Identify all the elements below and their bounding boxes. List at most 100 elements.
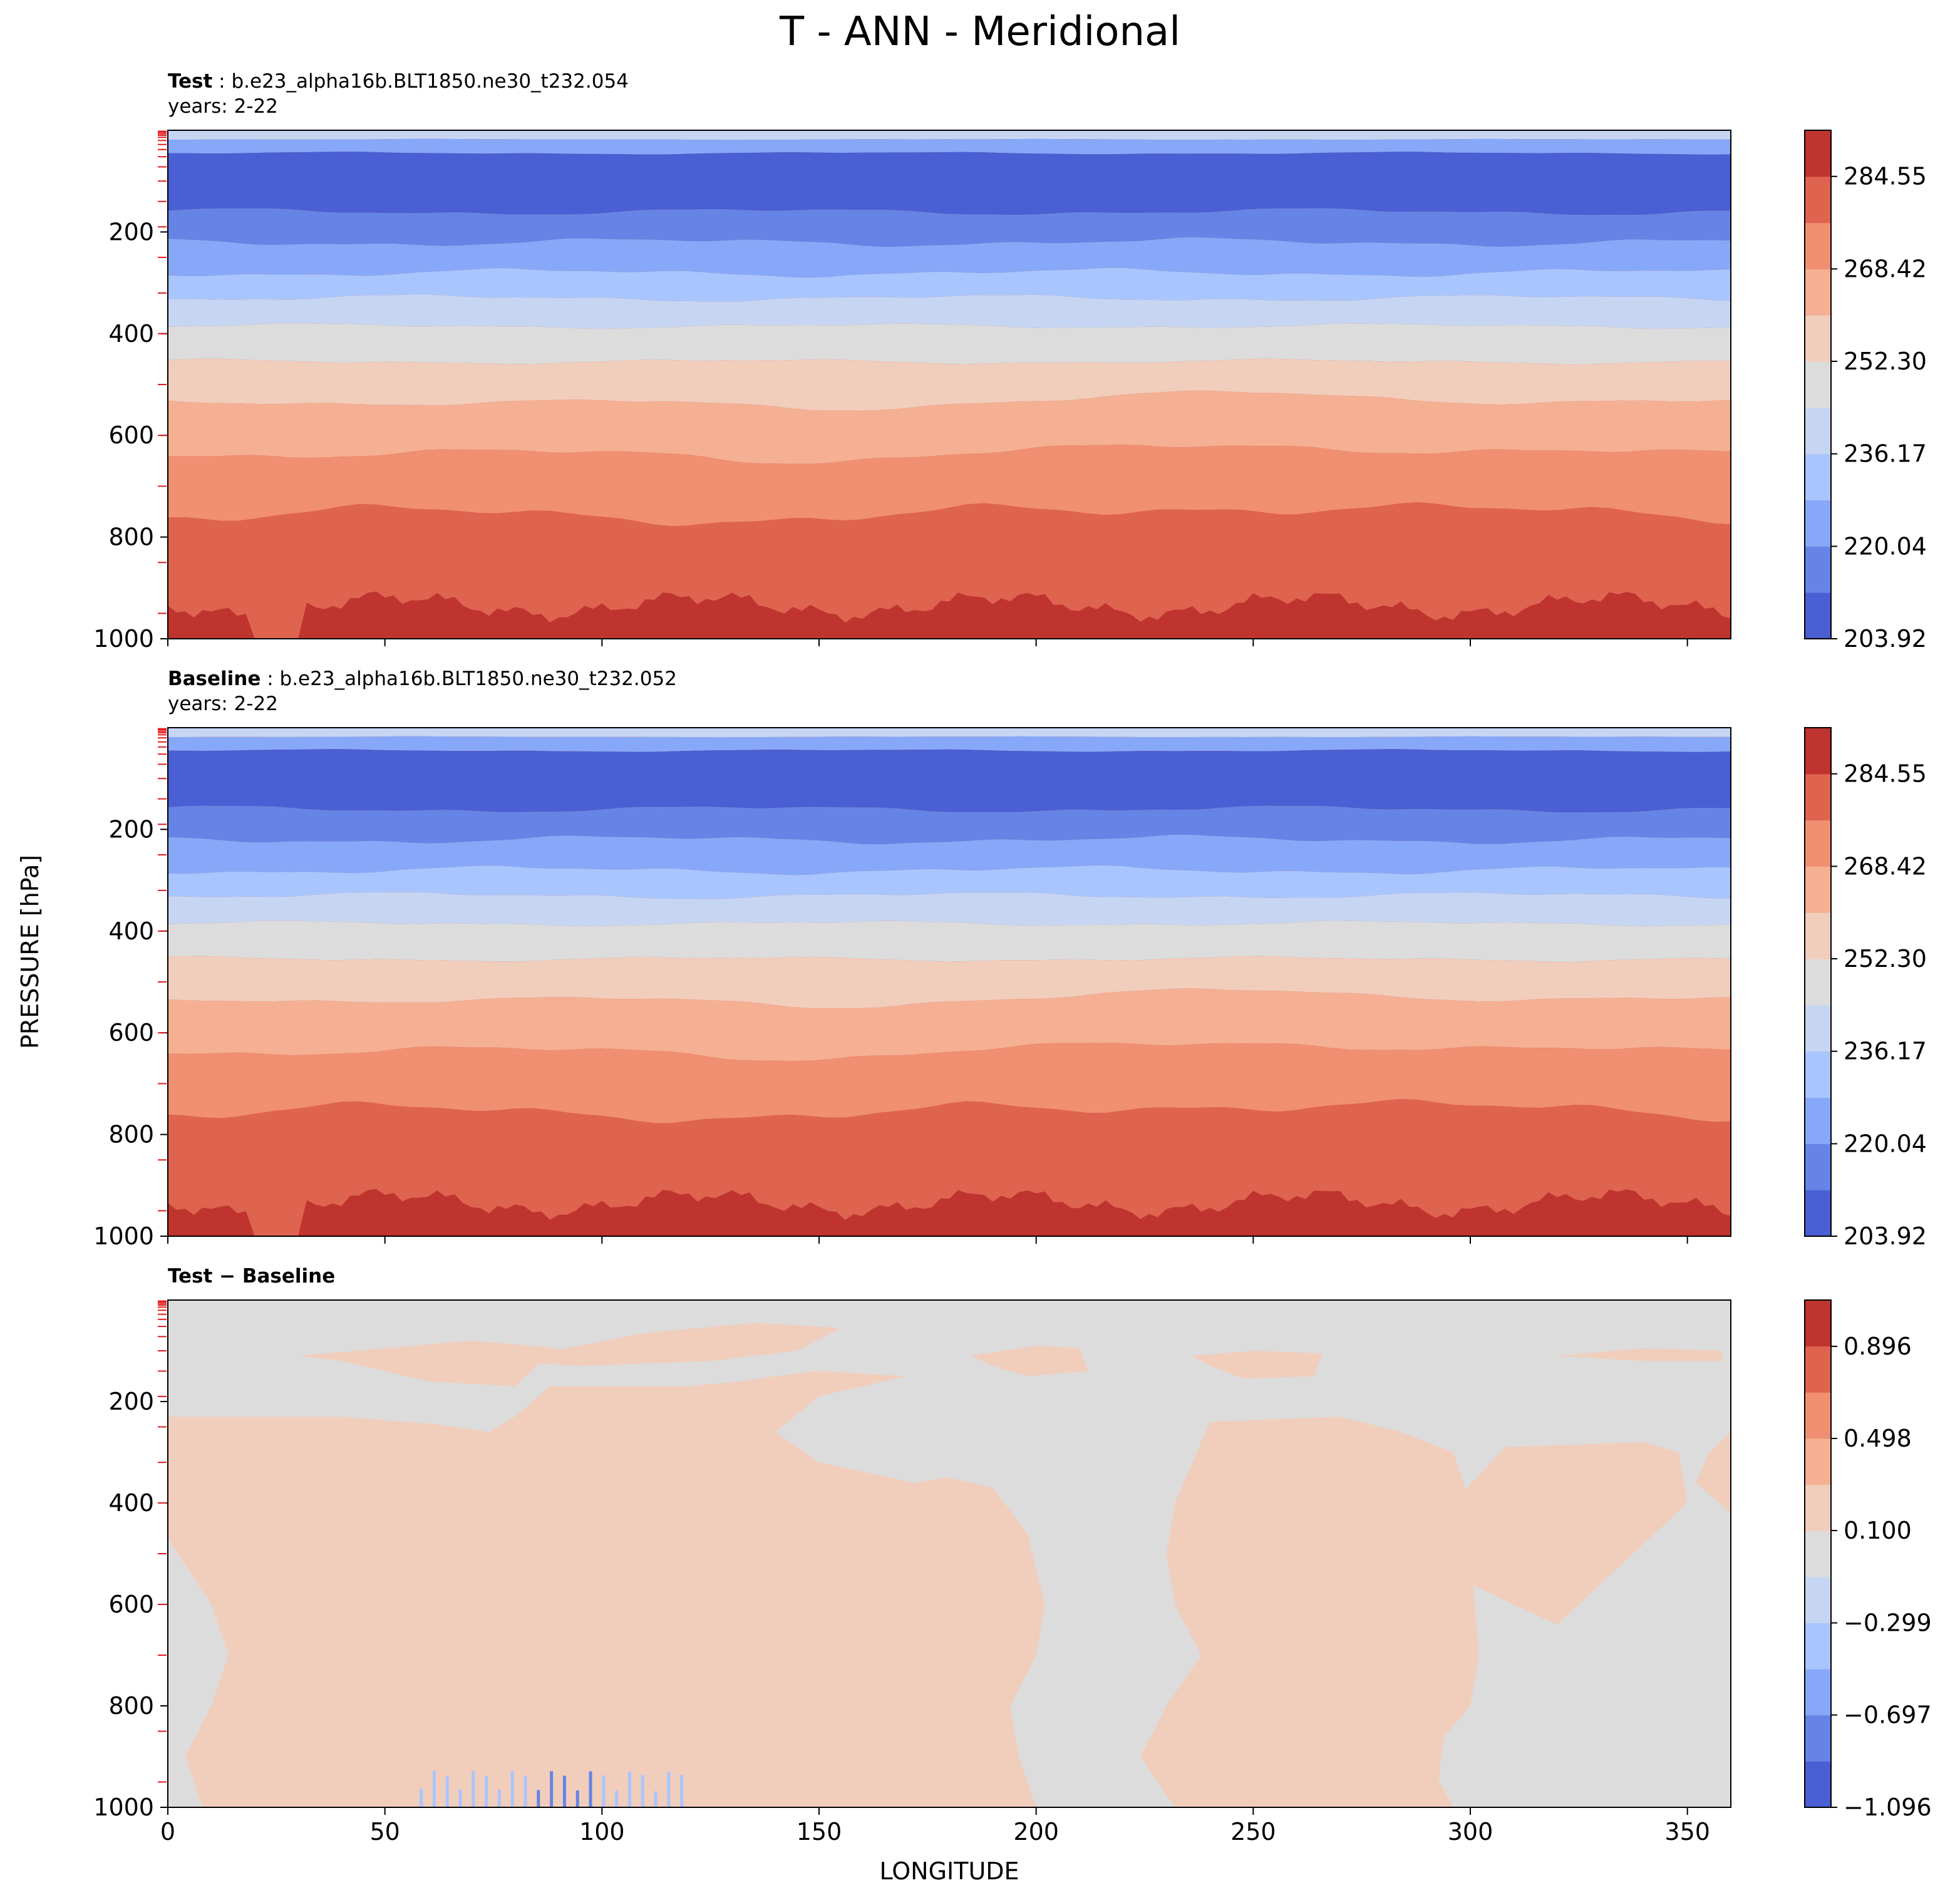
colorbar-tick-label: 268.42: [1844, 255, 1927, 282]
colorbar-tick-label: −0.299: [1844, 1609, 1932, 1636]
colorbar-tick-label: 220.04: [1844, 532, 1927, 560]
contour-region: [1557, 1348, 1723, 1361]
colorbar-tick-label: 284.55: [1844, 163, 1927, 190]
colorbar-segment: [1805, 1623, 1831, 1670]
colorbar-frame: [1804, 1299, 1832, 1808]
contour-band: [168, 1098, 1731, 1236]
contour-band: [168, 208, 1731, 247]
colorbar-tick-label: 236.17: [1844, 1038, 1927, 1065]
contour-band: [168, 267, 1731, 302]
figure-title: T - ANN - Meridional: [780, 9, 1180, 55]
colorbar-tick-label: −0.697: [1844, 1701, 1932, 1729]
colorbar-tick-label: 236.17: [1844, 440, 1927, 468]
contour-region: [524, 1775, 527, 1807]
y-tick-label: 800: [108, 1692, 154, 1720]
plot-frame: [167, 727, 1731, 1237]
plot-frame: [167, 1299, 1731, 1808]
colorbar-segment: [1805, 130, 1831, 177]
contour-region: [654, 1791, 658, 1807]
y-tick-label: 1000: [93, 1794, 154, 1821]
panel-1-plot: [168, 130, 1731, 639]
contour-band: [168, 502, 1731, 639]
y-axis-label: PRESSURE [hPa]: [16, 854, 44, 1050]
colorbar-segment: [1805, 315, 1831, 362]
contour-band: [168, 892, 1731, 927]
contour-region: [971, 1345, 1088, 1376]
colorbar-tick-label: 203.92: [1844, 1222, 1927, 1250]
contour-region: [537, 1790, 540, 1807]
contour-region: [472, 1770, 475, 1807]
contour-region: [497, 1789, 501, 1807]
panel-1-colorbar: 203.92 220.04 236.17 252.30 268.42 284.55: [1804, 130, 1927, 653]
contour-region: [1192, 1351, 1323, 1379]
colorbar-segment: [1805, 1097, 1831, 1144]
colorbar-tick-label: 252.30: [1844, 945, 1927, 973]
contour-band: [168, 294, 1731, 329]
colorbar-tick-label: −1.096: [1844, 1794, 1932, 1821]
test-years: years: 2-22: [168, 95, 278, 118]
contour-band: [168, 1043, 1731, 1123]
contour-band: [168, 805, 1731, 845]
y-tick-label: 200: [108, 1388, 154, 1415]
contour-region: [615, 1790, 619, 1807]
contour-region: [298, 1340, 559, 1386]
contour-band: [168, 237, 1731, 278]
contour-band: [168, 390, 1731, 464]
contour-band: [168, 921, 1731, 963]
x-tick-label: 0: [160, 1818, 175, 1846]
contour-region: [1140, 1417, 1479, 1807]
contour-region: [168, 1371, 1045, 1807]
contour-region: [680, 1775, 684, 1807]
y-tick-label: 400: [108, 320, 154, 348]
x-tick-label: 150: [797, 1818, 842, 1846]
y-tick-label: 200: [108, 815, 154, 843]
colorbar-segment: [1805, 912, 1831, 959]
colorbar-segment: [1805, 1484, 1831, 1531]
diff-label-bold: Test − Baseline: [168, 1265, 336, 1288]
y-tick-label: 600: [108, 1019, 154, 1046]
colorbar-tick-label: 220.04: [1844, 1130, 1927, 1157]
x-tick-label: 100: [579, 1818, 625, 1846]
baseline-label-case: : b.e23_alpha16b.BLT1850.ne30_t232.052: [260, 668, 677, 690]
contour-band: [168, 736, 1731, 752]
colorbar-segment: [1805, 1346, 1831, 1393]
contour-region: [667, 1771, 671, 1807]
y-tick-label: 1000: [93, 625, 154, 653]
colorbar-tick-label: 0.896: [1844, 1333, 1912, 1360]
contour-region: [562, 1775, 566, 1807]
contour-region: [602, 1775, 606, 1807]
contour-region: [641, 1775, 644, 1807]
contour-band: [168, 988, 1731, 1061]
colorbar-segment: [1805, 361, 1831, 408]
contour-region: [497, 1323, 841, 1366]
x-tick-label: 350: [1664, 1818, 1710, 1846]
contour-band: [168, 728, 1731, 738]
panel-2-axes: 200 400 600 800 1000: [93, 727, 1731, 1250]
y-tick-label: 800: [108, 1121, 154, 1149]
colorbar-segment: [1805, 1300, 1831, 1347]
contour-region: [510, 1771, 514, 1807]
colorbar-segment: [1805, 1190, 1831, 1237]
contour-region: [458, 1789, 462, 1807]
y-tick-label: 400: [108, 1489, 154, 1517]
colorbar-tick-label: 0.498: [1844, 1425, 1912, 1452]
test-label-case: : b.e23_alpha16b.BLT1850.ne30_t232.054: [212, 70, 629, 93]
panel-2-plot: [168, 728, 1731, 1236]
contour-band: [168, 323, 1731, 365]
baseline-years: years: 2-22: [168, 693, 278, 715]
contour-region: [1696, 1432, 1731, 1514]
baseline-label-bold: Baseline: [168, 668, 261, 690]
colorbar-segment: [1805, 866, 1831, 913]
colorbar-segment: [1805, 820, 1831, 867]
colorbar-tick-label: 203.92: [1844, 625, 1927, 653]
x-tick-label: 50: [369, 1818, 400, 1846]
colorbar-segment: [1805, 1144, 1831, 1190]
colorbar-segment: [1805, 1004, 1831, 1052]
panel-3-plot: [168, 1300, 1731, 1807]
colorbar-segment: [1805, 1576, 1831, 1623]
contour-band: [168, 865, 1731, 899]
y-tick-label: 600: [108, 421, 154, 449]
contour-region: [589, 1771, 592, 1807]
panel-3-colorbar: −1.096 −0.697 −0.299 0.100 0.498 0.896: [1804, 1299, 1932, 1821]
